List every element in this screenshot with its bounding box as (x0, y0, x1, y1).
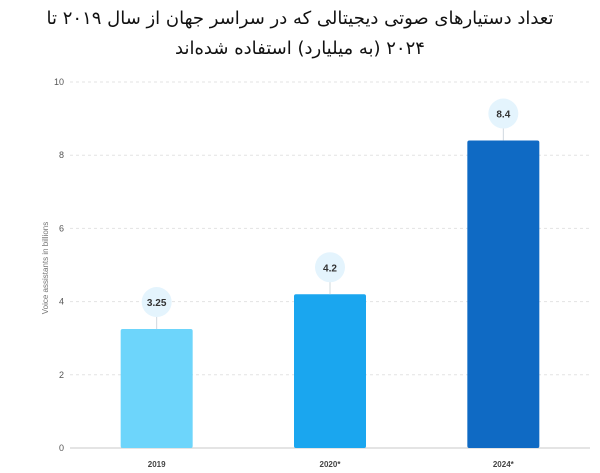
bar-2024* (467, 140, 540, 448)
data-label-bubble (315, 252, 345, 283)
x-category-label: 2019 (148, 460, 166, 469)
y-tick-label: 0 (59, 443, 64, 453)
bars-layer (120, 140, 540, 448)
y-tick-label: 10 (54, 77, 64, 87)
y-axis-label: Voice assistants in billions (41, 222, 50, 315)
x-category-label: 2020* (320, 460, 342, 469)
y-tick-label: 8 (59, 150, 64, 160)
y-tick-label: 2 (59, 370, 64, 380)
y-tick-label: 4 (59, 297, 64, 307)
data-label: 4.2 (323, 263, 337, 274)
chart-title-line-1: تعداد دستیارهای صوتی دیجیتالی که در سراس… (46, 8, 554, 29)
bar-2019 (120, 329, 193, 448)
chart-title: تعداد دستیارهای صوتی دیجیتالی که در سراس… (0, 0, 600, 70)
data-label: 3.25 (147, 298, 167, 309)
data-label-bubble (488, 98, 519, 129)
chart-title-line-2: ۲۰۲۴ (به میلیارد) استفاده شده‌اند (175, 38, 425, 59)
labels-layer: 3.25 2019 4.2 2020* 8.4 2024* (141, 98, 519, 469)
y-tick-label: 6 (59, 223, 64, 233)
x-category-label: 2024* (493, 460, 515, 469)
data-label: 8.4 (496, 110, 510, 121)
data-label-bubble (141, 287, 172, 318)
bar-2020* (294, 294, 366, 448)
